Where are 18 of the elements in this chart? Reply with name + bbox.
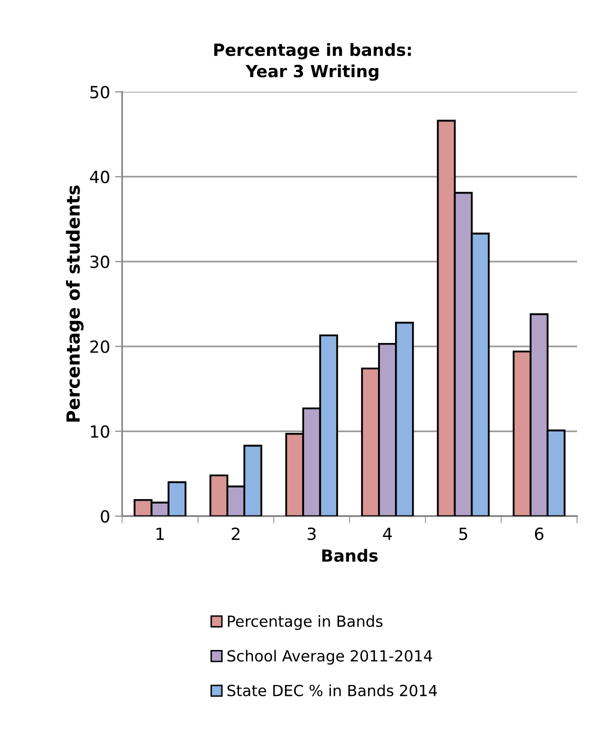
legend-label: School Average 2011-2014 — [227, 650, 432, 665]
y-tick-label: 40 — [90, 170, 110, 184]
legend-label: Percentage in Bands — [228, 615, 382, 630]
x-tick-label: 3 — [308, 528, 316, 540]
chart-title: Percentage in bands: Year 3 Writing — [214, 43, 411, 81]
x-axis-title: Bands — [322, 548, 378, 562]
y-tick-label: 10 — [90, 425, 110, 438]
x-tick-label: 2 — [232, 528, 240, 540]
y-tick-label: 50 — [90, 86, 110, 98]
x-tick-label: 4 — [382, 528, 392, 540]
legend-label: State DEC % in Bands 2014 — [227, 684, 437, 696]
y-axis-title: Percentage of students — [66, 186, 84, 422]
y-tick-label: 20 — [90, 340, 110, 353]
x-tick-label: 5 — [459, 528, 468, 540]
x-tick-label: 1 — [156, 528, 164, 540]
x-tick-label: 6 — [534, 528, 544, 540]
y-tick-label: 0 — [100, 510, 110, 523]
y-tick-label: 30 — [90, 256, 110, 268]
